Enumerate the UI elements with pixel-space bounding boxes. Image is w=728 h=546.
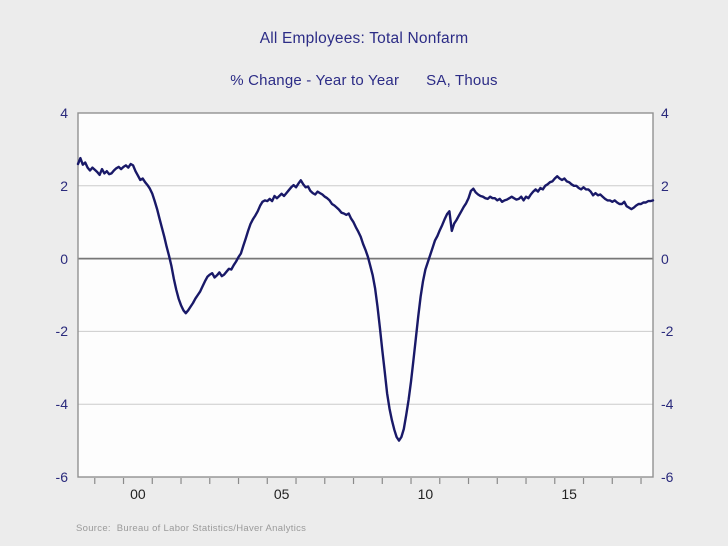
x-axis-label: 05 [273,486,290,502]
y-axis-label-left: 2 [60,177,68,194]
x-axis-label: 10 [417,486,434,502]
y-axis-label-left: -4 [55,396,68,413]
data-line [76,156,655,442]
y-axis-label-left: 4 [60,105,68,121]
chart-subtitle: % Change - Year to Year SA, Thous [0,72,728,89]
x-axis-label: 00 [130,486,146,502]
y-axis-label-left: -2 [55,323,68,340]
y-axis-label-right: -4 [661,396,674,413]
chart-title: All Employees: Total Nonfarm [259,30,469,47]
y-axis-label-right: 0 [661,250,669,267]
y-axis-label-right: -2 [661,323,674,340]
y-axis-label-left: -6 [55,469,68,485]
y-axis-label-right: -6 [661,469,674,485]
chart-subtitle-measure: % Change - Year to Year [230,72,400,89]
y-axis-label-right: 2 [661,177,669,194]
y-axis-label-right: 4 [661,105,669,121]
plot-background [78,113,653,477]
y-axis-label-left: 0 [60,250,68,267]
source-note: Source: Bureau of Labor Statistics/Haver… [76,523,307,534]
chart-subtitle-units: SA, Thous [426,72,498,89]
x-axis-label: 15 [561,486,577,502]
plot-frame [77,112,654,478]
